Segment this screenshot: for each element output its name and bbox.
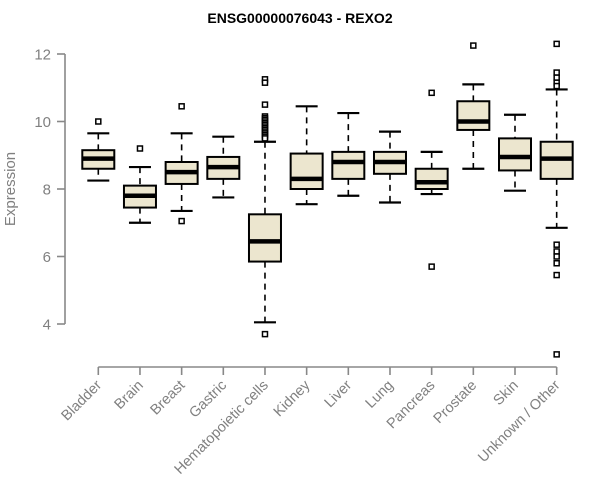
box-gastric	[206, 135, 241, 199]
outlier-point	[553, 351, 560, 358]
y-tick-label: 12	[34, 47, 51, 64]
box-hematopoietic-cells	[247, 76, 282, 338]
box-lung	[372, 130, 407, 204]
outlier-point	[95, 118, 102, 125]
y-tick-label: 6	[43, 249, 51, 266]
outlier-point	[553, 248, 560, 255]
iqr-box	[456, 100, 491, 131]
outlier-point	[553, 74, 560, 81]
x-category-label: Liver	[322, 377, 356, 411]
iqr-box	[289, 152, 324, 190]
x-category-label: Lung	[363, 378, 397, 412]
x-category-label: Skin	[491, 378, 522, 409]
outlier-point	[178, 217, 185, 225]
y-axis-title: Expression	[2, 152, 19, 226]
outlier-point	[261, 135, 269, 142]
outlier-point	[553, 260, 560, 267]
box-pancreas	[414, 89, 449, 270]
outlier-point	[261, 79, 269, 86]
x-category-label: Breast	[148, 378, 189, 419]
x-category-label: Brain	[112, 378, 147, 413]
outlier-point	[428, 263, 435, 270]
outlier-point	[470, 42, 477, 49]
box-unknown-other	[539, 40, 574, 358]
box-prostate	[456, 42, 491, 170]
box-liver	[331, 111, 366, 197]
outlier-point	[553, 241, 560, 248]
outlier-point	[553, 69, 560, 76]
box-skin	[498, 113, 532, 192]
outlier-point	[261, 101, 269, 108]
iqr-box	[414, 167, 449, 190]
outlier-point	[178, 103, 185, 110]
y-tick-label: 8	[43, 182, 51, 199]
y-tick-label: 10	[34, 114, 51, 131]
outlier-point	[261, 330, 269, 338]
outlier-point	[553, 253, 560, 260]
y-tick-label: 4	[43, 317, 51, 334]
boxes-layer	[81, 40, 574, 358]
iqr-box	[331, 150, 366, 180]
outlier-point	[553, 82, 560, 90]
box-brain	[122, 145, 157, 224]
outlier-point	[428, 89, 435, 97]
box-kidney	[289, 105, 324, 206]
box-breast	[164, 103, 199, 225]
x-category-label: Bladder	[58, 377, 105, 424]
x-category-label: Prostate	[431, 378, 480, 427]
outlier-point	[553, 271, 560, 279]
outlier-point	[553, 40, 560, 48]
x-category-label: Kidney	[271, 377, 314, 420]
chart-title: ENSG00000076043 - REXO2	[207, 10, 392, 26]
box-bladder	[81, 118, 116, 182]
iqr-box	[498, 137, 532, 172]
iqr-box	[247, 213, 282, 263]
outlier-point	[136, 145, 144, 152]
